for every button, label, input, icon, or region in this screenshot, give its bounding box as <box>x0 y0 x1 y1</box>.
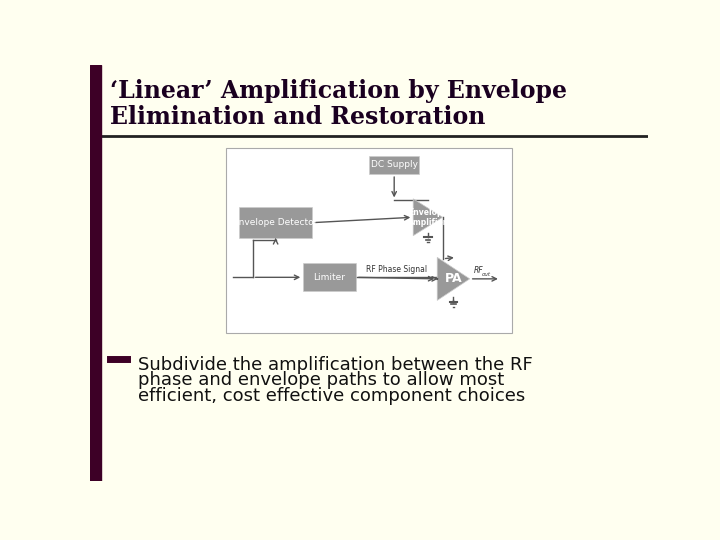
Text: efficient, cost effective component choices: efficient, cost effective component choi… <box>138 387 526 405</box>
FancyBboxPatch shape <box>225 148 513 333</box>
FancyBboxPatch shape <box>239 207 312 238</box>
FancyBboxPatch shape <box>303 264 356 291</box>
Text: Limiter: Limiter <box>313 273 346 282</box>
Polygon shape <box>437 257 469 300</box>
Text: Subdivide the amplification between the RF: Subdivide the amplification between the … <box>138 356 533 374</box>
Text: RF: RF <box>474 266 483 275</box>
Polygon shape <box>413 199 443 236</box>
Text: DC Supply: DC Supply <box>371 160 418 170</box>
Text: Envelope Detector: Envelope Detector <box>233 218 318 227</box>
Text: out: out <box>482 272 490 278</box>
FancyBboxPatch shape <box>369 156 419 174</box>
Text: Elimination and Restoration: Elimination and Restoration <box>110 105 485 129</box>
Text: PA: PA <box>445 272 462 285</box>
Text: RF Phase Signal: RF Phase Signal <box>366 265 427 274</box>
Text: ‘Linear’ Amplification by Envelope: ‘Linear’ Amplification by Envelope <box>110 79 567 103</box>
Text: phase and envelope paths to allow most: phase and envelope paths to allow most <box>138 372 504 389</box>
Text: Envelope
Amplifier: Envelope Amplifier <box>408 207 448 227</box>
Bar <box>90 65 101 481</box>
